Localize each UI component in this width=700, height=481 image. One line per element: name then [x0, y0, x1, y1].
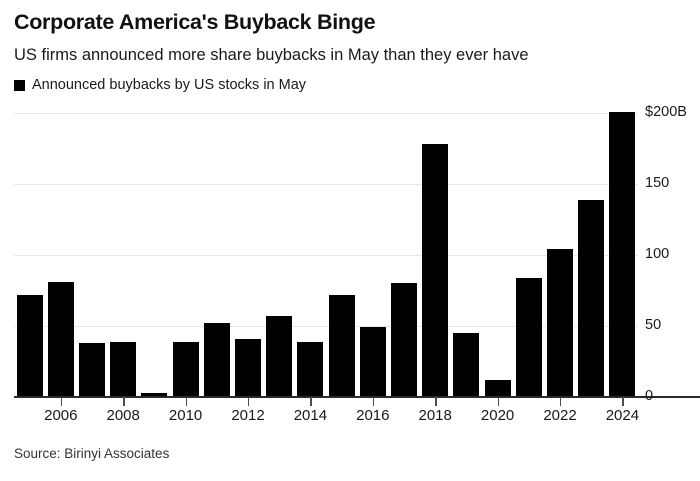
plot-inner	[14, 111, 700, 398]
x-axis-tick	[310, 397, 312, 406]
gridline	[14, 184, 638, 185]
source-note: Source: Birinyi Associates	[14, 446, 170, 461]
x-axis-label: 2020	[480, 407, 515, 424]
bar-2008	[110, 341, 137, 397]
bar-2024	[609, 111, 636, 397]
bar-2012	[235, 338, 261, 397]
bar-2013	[266, 316, 293, 397]
x-axis-label: 2014	[293, 407, 328, 424]
x-axis-tick	[435, 397, 437, 406]
gridline	[14, 113, 638, 114]
x-axis-labels: 2006 2008 2010 2012 2014 2016 2018 2020 2022 2024	[0, 408, 700, 428]
x-axis-tick	[622, 397, 624, 406]
x-axis-label: 2012	[231, 407, 265, 424]
plot-area: 0 50 100 150 $200B 2006 2008 2010 2012 2014 2016 2…	[0, 90, 700, 423]
x-axis-label: 2018	[418, 407, 452, 424]
y-axis-label: 0	[645, 388, 654, 404]
y-axis-label: 100	[645, 246, 670, 262]
chart-legend: Announced buybacks by US stocks in May	[14, 63, 686, 93]
gridline	[14, 255, 638, 256]
bar-2006	[47, 281, 74, 397]
bar-2022	[547, 249, 573, 397]
x-axis-tick	[560, 397, 562, 406]
legend-label: Announced buybacks by US stocks in May	[32, 77, 307, 93]
x-axis-label: 2006	[44, 407, 78, 424]
x-axis-label: 2008	[106, 407, 140, 424]
x-axis-tick	[60, 397, 63, 406]
bar-2014	[297, 341, 324, 397]
bar-2018	[422, 144, 449, 397]
bar-2009	[141, 392, 168, 397]
x-axis-line	[14, 396, 700, 398]
y-axis-label: 50	[645, 317, 662, 333]
x-axis-label: 2022	[543, 407, 577, 424]
chart-header: Corporate America's Buyback Binge US fir…	[14, 0, 686, 93]
gridline	[14, 326, 638, 327]
bar-2011	[203, 323, 230, 397]
bar-2020	[484, 379, 511, 397]
x-axis-tick	[185, 397, 187, 406]
y-axis-label: $200B	[645, 104, 687, 120]
chart-subtitle: US firms announced more share buybacks i…	[14, 45, 529, 64]
x-axis-tick	[372, 397, 375, 406]
x-axis-label: 2010	[168, 407, 203, 424]
y-axis-label: 150	[645, 175, 670, 191]
bar-series	[14, 111, 638, 397]
bar-2019	[453, 333, 480, 397]
bar-2023	[578, 199, 605, 397]
page-title: Corporate America's Buyback Binge	[14, 10, 376, 34]
x-axis-tick	[123, 397, 125, 406]
bar-2015	[328, 294, 355, 397]
x-axis-label: 2016	[356, 407, 390, 424]
bar-2007	[79, 343, 105, 397]
x-axis-ticks	[14, 397, 638, 406]
bar-2005	[16, 294, 43, 397]
x-axis-tick	[248, 397, 250, 406]
x-axis-label: 2024	[605, 407, 640, 424]
legend-swatch-icon	[14, 79, 25, 91]
x-axis-tick	[497, 397, 499, 406]
bar-2010	[172, 341, 199, 397]
bar-2021	[515, 277, 542, 397]
bar-2016	[359, 327, 386, 397]
bar-2017	[391, 283, 417, 397]
